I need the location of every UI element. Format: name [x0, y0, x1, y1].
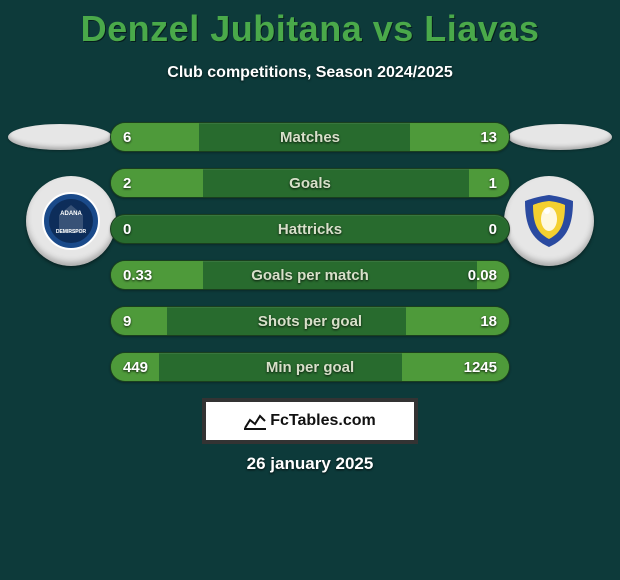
stats-panel: 613Matches 21Goals 00Hattricks 0.330.08Goal… [110, 122, 510, 398]
club-right-badge [504, 176, 594, 266]
player-left-silhouette [8, 124, 112, 150]
chart-icon [244, 412, 266, 430]
club-left-badge: ADANA DEMIRSPOR [26, 176, 116, 266]
player-right-silhouette [508, 124, 612, 150]
stat-label: Matches [111, 123, 509, 151]
stat-label: Min per goal [111, 353, 509, 381]
brand-footer-box: FcTables.com [202, 398, 418, 444]
stat-label: Shots per goal [111, 307, 509, 335]
stat-row: 21Goals [110, 168, 510, 198]
svg-text:DEMIRSPOR: DEMIRSPOR [56, 229, 87, 235]
svg-text:ADANA: ADANA [60, 211, 82, 217]
stat-label: Goals [111, 169, 509, 197]
stat-row: 918Shots per goal [110, 306, 510, 336]
brand-text: FcTables.com [270, 412, 376, 430]
stat-row: 613Matches [110, 122, 510, 152]
stat-row: 0.330.08Goals per match [110, 260, 510, 290]
panetolikos-badge-icon [519, 191, 579, 251]
adana-demirspor-badge-icon: ADANA DEMIRSPOR [41, 191, 101, 251]
stat-label: Hattricks [111, 215, 509, 243]
stat-row: 00Hattricks [110, 214, 510, 244]
stat-label: Goals per match [111, 261, 509, 289]
page-title: Denzel Jubitana vs Liavas [0, 0, 620, 50]
date-text: 26 january 2025 [0, 454, 620, 474]
stat-row: 4491245Min per goal [110, 352, 510, 382]
subtitle: Club competitions, Season 2024/2025 [0, 64, 620, 82]
